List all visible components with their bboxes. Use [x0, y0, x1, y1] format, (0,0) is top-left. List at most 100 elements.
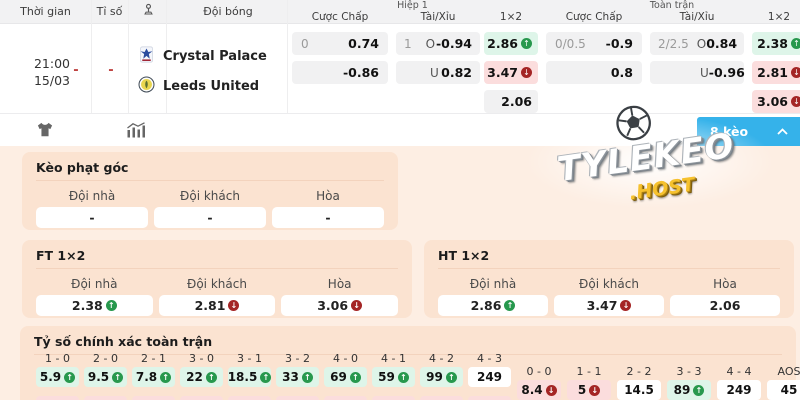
h1-handicap-line: 0 [301, 36, 309, 51]
ft-column: Hòa 3.06 [281, 275, 398, 316]
toolbar-strip [0, 113, 800, 146]
ht-card-title: HT 1×2 [438, 248, 780, 269]
corner-column: Đội khách - [154, 187, 266, 228]
score-label: 4 - 0 [333, 352, 358, 365]
group-full-match: Toàn trận [649, 0, 695, 11]
score-odds-cell[interactable]: 9.5 [84, 367, 127, 387]
ft-1x2-card: FT 1×2 Đội nhà 2.38 Đội khách 2.81 [22, 240, 412, 318]
group-first-half: Hiệp 1 [397, 0, 428, 11]
score-odds-cell[interactable]: 45 [767, 380, 800, 400]
ft-handicap-header: Cược Chấp [565, 11, 623, 23]
trend-icon [160, 371, 172, 383]
over-label: O [696, 36, 707, 51]
ft-under-odds: -0.96 [708, 65, 745, 80]
stats-chart-icon[interactable] [126, 122, 146, 142]
score-odds-cell[interactable]: 89 [667, 380, 711, 400]
score-column: AOS 45 [767, 365, 800, 400]
corner-odds-cell[interactable]: - [154, 207, 266, 228]
corner-odds-cell[interactable]: - [36, 207, 148, 228]
under-label: U [430, 65, 439, 80]
score-odds-cell[interactable]: 18.5 [228, 367, 272, 387]
odds-table-header: Thời gian Tỉ số Đội bóng Hiệp 1 Cược Chấ… [0, 0, 800, 24]
over-label: O [425, 36, 436, 51]
score-odds-cell[interactable]: 8.4 [517, 380, 561, 400]
trend-icon [397, 371, 409, 383]
home-team-row[interactable]: Crystal Palace [138, 44, 267, 68]
score-label: 4 - 1 [381, 352, 406, 365]
trend-icon [228, 300, 240, 311]
score-odds-cell[interactable]: 99 [420, 367, 463, 387]
score-odds-cell[interactable]: 7.8 [132, 367, 175, 387]
h1-1x2-cell[interactable]: 2.06 [484, 90, 538, 113]
ft-handicap-away-odds: 0.8 [610, 65, 633, 80]
score-home-value: - [73, 63, 79, 78]
trend-icon [791, 67, 800, 78]
ft-1x2-header: 1×2 [767, 11, 791, 23]
ft-1x2-cell[interactable]: 2.81 [752, 61, 800, 84]
trend-icon [349, 371, 361, 383]
score-odds-cell[interactable]: 249 [717, 380, 761, 400]
score-label: 1 - 1 [576, 365, 602, 378]
h1-1x2-cell[interactable]: 3.47 [484, 61, 538, 84]
ht-column: Đội khách 3.47 [554, 275, 664, 316]
h1-over-cell[interactable]: 1 O -0.94 [396, 32, 480, 55]
score-odds-cell[interactable]: 69 [324, 367, 367, 387]
ft-handicap-home-cell[interactable]: 0/0.5 -0.9 [546, 32, 642, 55]
corner-odds-card: Kèo phạt góc Đội nhà - Đội khách - Hòa - [22, 152, 398, 230]
crystal-palace-logo [138, 46, 155, 67]
ht-odds-cell[interactable]: 2.86 [438, 295, 548, 316]
away-team-name[interactable]: Leeds United [163, 78, 260, 94]
h1-overunder-header: Tài/Xỉu [420, 11, 456, 23]
ft-1x2-cell[interactable]: 2.38 [752, 32, 800, 55]
ft-1x2-cell[interactable]: 3.06 [752, 90, 800, 113]
ht-column: Hòa 2.06 [670, 275, 780, 316]
trend-icon [589, 384, 601, 396]
score-odds-cell[interactable]: 14.5 [617, 380, 661, 400]
score-label: 3 - 1 [237, 352, 262, 365]
score-column: 2 - 0 9.5 [84, 352, 127, 387]
trend-icon [791, 96, 800, 107]
ft-handicap-away-cell[interactable]: 0.8 [546, 61, 642, 84]
corner-columns: Đội nhà - Đội khách - Hòa - [36, 187, 384, 228]
score-odds-cell[interactable]: 5.9 [36, 367, 79, 387]
h1-handicap-away-cell[interactable]: -0.86 [292, 61, 388, 84]
ht-column: Đội nhà 2.86 [438, 275, 548, 316]
ht-odds-cell[interactable]: 2.06 [670, 295, 780, 316]
ft-odds-cell[interactable]: 2.38 [36, 295, 153, 316]
ft-col-label: Đội khách [187, 277, 247, 291]
ht-odds-cell[interactable]: 3.47 [554, 295, 664, 316]
ft-under-cell[interactable]: U -0.96 [650, 61, 745, 84]
score-odds-cell[interactable]: 249 [468, 367, 511, 387]
trend-icon [112, 371, 124, 383]
away-team-row[interactable]: Leeds United [138, 74, 259, 98]
ht-col-label: Đội khách [579, 277, 639, 291]
ft-columns: Đội nhà 2.38 Đội khách 2.81 Hòa [36, 275, 398, 316]
score-label: 3 - 0 [189, 352, 214, 365]
keo-count-tab[interactable]: 8 kèo [697, 117, 800, 146]
score-odds-cell[interactable]: 22 [180, 367, 223, 387]
trend-icon [64, 371, 76, 383]
score-label: 2 - 2 [626, 365, 652, 378]
h1-1x2-cell[interactable]: 2.86 [484, 32, 538, 55]
h1-handicap-home-cell[interactable]: 0 0.74 [292, 32, 388, 55]
clipped-score-row [36, 396, 511, 400]
corner-odds-cell[interactable]: - [272, 207, 384, 228]
h1-under-cell[interactable]: U 0.82 [396, 61, 480, 84]
score-odds-cell[interactable]: 5 [567, 380, 611, 400]
ft-over-cell[interactable]: 2/2.5 O 0.84 [650, 32, 744, 55]
ft-odds-cell[interactable]: 2.81 [158, 295, 276, 316]
score-odds-cell[interactable]: 33 [276, 367, 319, 387]
jersey-icon[interactable] [36, 122, 54, 142]
score-odds-cell[interactable]: 59 [372, 367, 415, 387]
score-column: 4 - 1 59 [372, 352, 415, 387]
ft-odds-cell[interactable]: 3.06 [281, 295, 398, 316]
home-team-name[interactable]: Crystal Palace [163, 48, 267, 64]
score-column: 4 - 3 249 [468, 352, 511, 387]
score-label: AOS [777, 365, 800, 378]
leeds-united-logo [138, 76, 155, 97]
ft-col-label: Đội nhà [71, 277, 118, 291]
col-team-header: Đội bóng [203, 5, 253, 18]
ft-handicap-home-odds: -0.9 [605, 36, 633, 51]
score-away-value: - [108, 63, 114, 78]
